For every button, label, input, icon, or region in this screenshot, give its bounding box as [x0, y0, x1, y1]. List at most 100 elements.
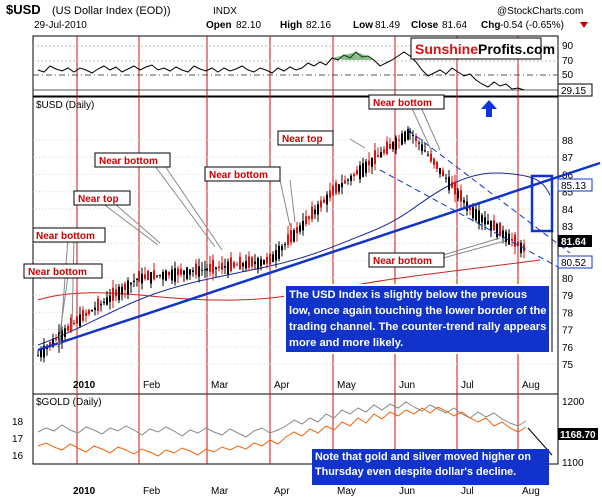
ma-tag: 80.52 — [561, 258, 586, 269]
rsi-line — [37, 51, 525, 91]
gold-left-tick: 16 — [12, 451, 24, 462]
price-candle-body — [112, 287, 114, 301]
price-candle-body — [224, 266, 226, 268]
price-candle-body — [147, 271, 149, 281]
rsi-value-box — [557, 83, 593, 97]
gold-annotation-box — [312, 449, 549, 485]
price-candle-body — [52, 339, 54, 347]
price-candle-body — [106, 297, 108, 305]
price-candle-body — [439, 167, 441, 174]
channel-upper — [407, 129, 571, 254]
price-tick: 80 — [562, 274, 574, 285]
gold-left-axis: 18 17 16 — [12, 417, 24, 462]
close-label: Close — [411, 20, 439, 31]
price-candle-body — [109, 295, 111, 302]
price-candle-body — [186, 267, 188, 279]
channel-lower — [379, 169, 561, 269]
price-candle-body — [138, 271, 140, 282]
price-candle-body — [514, 234, 516, 247]
trend-tag: 85.13 — [561, 181, 586, 192]
logo-part1: Sunshine — [415, 41, 478, 57]
price-candle-body — [475, 209, 477, 221]
price-candle-body — [508, 233, 510, 245]
price-candle-body — [481, 215, 483, 223]
price-candle-body — [49, 342, 51, 347]
x-tick: Mar — [211, 380, 229, 391]
svg-text:Near bottom: Near bottom — [36, 231, 95, 242]
label-near-bottom-2: Near bottom — [23, 263, 103, 279]
rsi-fill — [332, 52, 374, 60]
price-candle-body — [386, 141, 388, 155]
label-near-bottom-3: Near bottom — [94, 152, 171, 168]
price-candle-body — [141, 273, 143, 284]
gold-right-tick: 1100 — [562, 458, 584, 469]
svg-text:Near bottom: Near bottom — [209, 170, 268, 181]
price-candle-body — [374, 150, 376, 164]
x-tick: 2010 — [73, 380, 96, 391]
label-near-bottom-4: Near bottom — [204, 166, 281, 182]
trend-tag-box — [557, 178, 593, 192]
price-candle-body — [329, 190, 331, 198]
price-candle-body — [206, 268, 208, 271]
price-candle-body — [245, 261, 247, 269]
price-candle-body — [209, 263, 211, 272]
svg-text:Near bottom: Near bottom — [28, 267, 87, 278]
price-candle-body — [305, 216, 307, 225]
price-candle-body — [275, 250, 277, 261]
price-candle-body — [40, 350, 42, 358]
price-candle-body — [296, 227, 298, 234]
price-candle-body — [332, 185, 334, 196]
price-tick: 86 — [562, 170, 574, 181]
price-candle-body — [236, 264, 238, 266]
price-candle-body — [183, 270, 185, 275]
price-candle-body — [192, 270, 194, 273]
gold-left-tick: 17 — [12, 434, 24, 445]
price-candle-body — [239, 256, 241, 270]
price-candle-body — [293, 230, 295, 242]
gold-ratio-line — [37, 401, 527, 438]
price-candle-body — [502, 230, 504, 239]
price-candle-body — [204, 269, 206, 271]
price-candle-body — [266, 256, 268, 264]
price-candle-body — [272, 254, 274, 263]
price-candle-body — [347, 179, 349, 181]
price-candle-body — [150, 272, 152, 284]
price-candle-body — [260, 259, 262, 267]
x-tick: Jun — [399, 380, 415, 391]
price-candle-body — [484, 217, 486, 225]
price-candle-body — [257, 257, 259, 270]
price-candle-body — [424, 150, 426, 152]
price-candle-body — [136, 278, 138, 280]
low-value: 81.49 — [375, 20, 400, 31]
price-candle-body — [61, 330, 63, 341]
price-candle-body — [180, 268, 182, 275]
price-candle-body — [103, 301, 105, 304]
price-candle-body — [317, 204, 319, 215]
price-candle-body — [230, 257, 232, 272]
price-candle-body — [201, 269, 203, 271]
price-candle-body — [174, 268, 176, 282]
price-candle-body — [281, 245, 283, 251]
price-candle-body — [421, 144, 423, 152]
price-candle-body — [64, 328, 66, 337]
trendline-support — [37, 161, 601, 352]
price-candle-body — [323, 199, 325, 203]
rsi-tick: 70 — [562, 56, 574, 67]
down-triangle-icon — [580, 22, 588, 28]
up-arrow-icon — [481, 100, 497, 117]
moving-average-red — [37, 259, 541, 301]
price-candle-body — [287, 234, 289, 245]
price-candle-body — [383, 149, 385, 154]
price-tick: 85 — [562, 188, 574, 199]
rsi-tick: 90 — [562, 41, 574, 52]
price-candle-body — [365, 161, 367, 173]
sunshine-logo: Sunshine Profits.com — [410, 37, 555, 60]
price-candles — [37, 126, 525, 363]
price-tick: 76 — [562, 343, 574, 354]
x-tick: Jun — [399, 486, 415, 497]
price-candle-body — [496, 223, 498, 238]
price-candle-body — [338, 184, 340, 192]
price-candle-body — [121, 286, 123, 295]
price-candle-body — [505, 231, 507, 243]
label-near-top-1: Near top — [73, 190, 131, 206]
